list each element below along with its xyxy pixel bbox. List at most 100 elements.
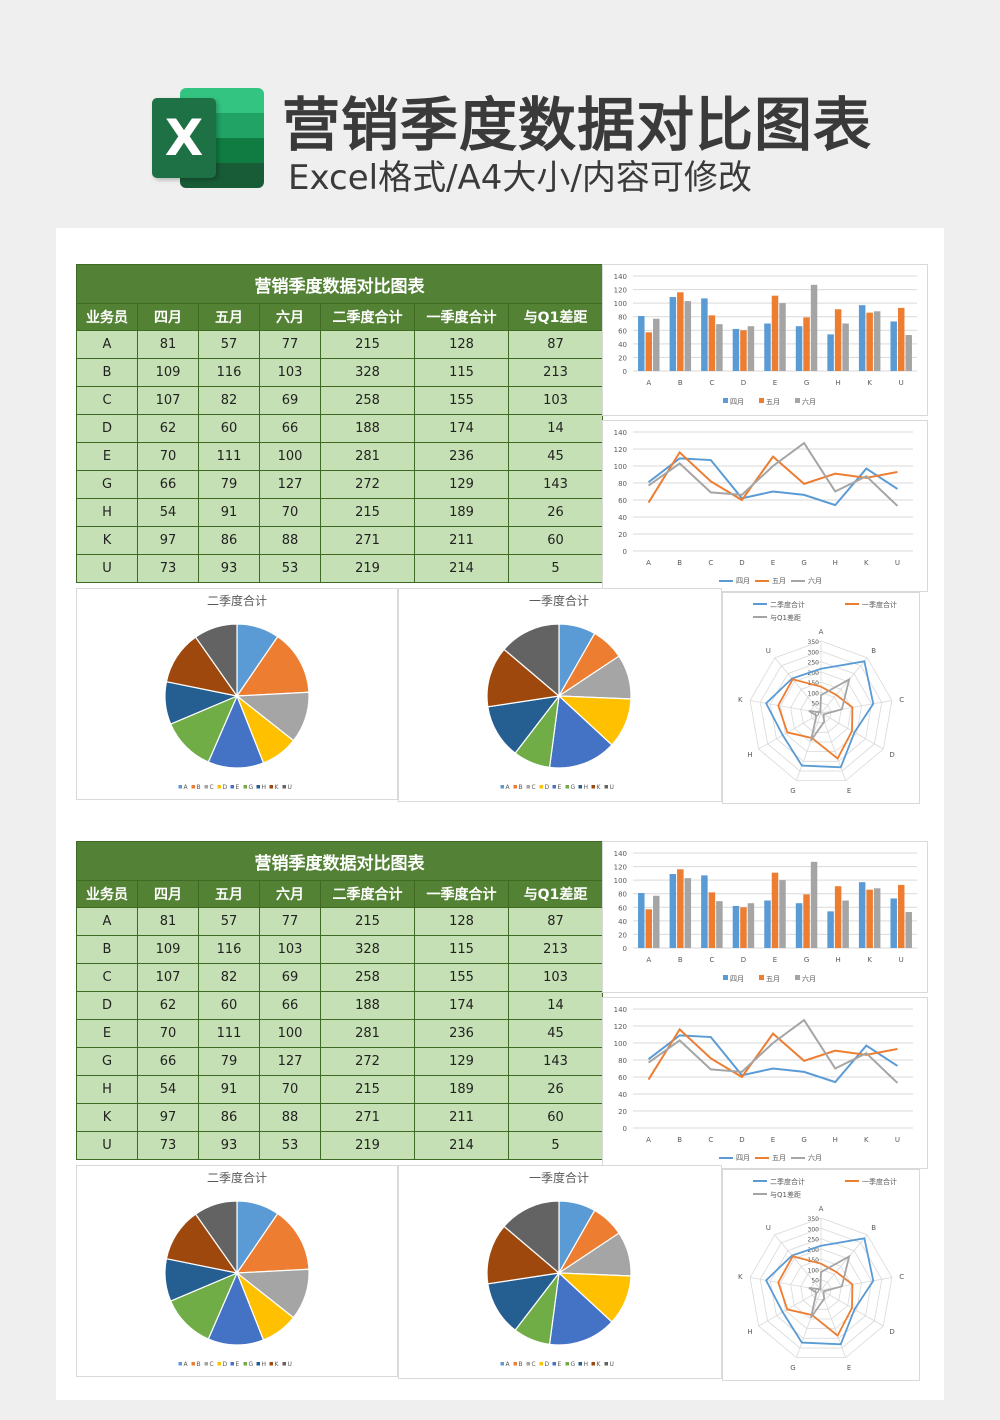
value-cell: 81: [137, 907, 199, 936]
value-cell: 45: [507, 1019, 604, 1048]
x-tick-label: B: [677, 559, 682, 567]
value-cell: 129: [414, 1047, 509, 1076]
y-tick-label: 20: [618, 354, 627, 362]
bar: [708, 315, 716, 371]
y-tick-label: 140: [614, 1006, 627, 1014]
y-tick-label: 20: [618, 1108, 627, 1116]
legend-swatch: [591, 785, 595, 789]
pie-slice: [548, 694, 613, 769]
legend-swatch: [204, 1362, 208, 1366]
page-title: 营销季度数据对比图表: [282, 91, 873, 159]
excel-logo-icon: X: [152, 88, 264, 188]
value-cell: 328: [320, 935, 415, 964]
value-cell: 73: [137, 554, 199, 583]
header: X 营销季度数据对比图表 Excel格式/A4大小/内容可修改: [0, 0, 1000, 225]
bar-chart: 0 20 40 60 80 100 120 140 A B C D E G H K U 四月 五月 六月: [614, 273, 917, 406]
y-tick-label: 120: [614, 287, 627, 295]
column-header: 一季度合计: [414, 303, 509, 331]
bar: [716, 901, 723, 948]
legend-swatch: [526, 1362, 530, 1366]
series-line: [647, 1027, 898, 1081]
value-cell: 103: [259, 358, 321, 387]
radar-grid: [780, 671, 862, 753]
x-tick-label: U: [899, 379, 904, 387]
radar-grid: [810, 702, 832, 724]
legend-label: A: [506, 1361, 511, 1368]
bar: [677, 292, 684, 371]
value-cell: 97: [137, 1103, 199, 1132]
legend-label: E: [558, 784, 562, 791]
salesperson-cell: B: [76, 358, 138, 387]
dashboard-block: 营销季度数据对比图表 业务员 四月 五月 六月 二季度合计 一季度合计 与Q1差…: [75, 841, 928, 1381]
legend-swatch: [217, 785, 221, 789]
radar-spoke: [774, 657, 822, 714]
value-cell: 86: [198, 1103, 260, 1132]
y-tick-label: 100: [614, 1040, 627, 1048]
table-row: U 73 93 53 219 214 5: [76, 1131, 604, 1160]
legend-label: H: [584, 1361, 589, 1368]
bar: [677, 869, 684, 948]
radar-spoke: [774, 1234, 822, 1291]
value-cell: 66: [137, 1047, 199, 1076]
r-tick-label: 0: [815, 711, 819, 718]
value-cell: 174: [414, 414, 509, 443]
value-cell: 128: [414, 907, 509, 936]
table-row: H 54 91 70 215 189 26: [76, 498, 604, 527]
value-cell: 258: [320, 963, 415, 992]
legend-swatch: [604, 1362, 608, 1366]
radar-spoke: [795, 712, 822, 781]
legend-swatch: [230, 1362, 234, 1366]
x-tick-label: H: [835, 956, 840, 964]
r-tick-label: 100: [808, 690, 820, 697]
sales-table: 营销季度数据对比图表 业务员 四月 五月 六月 二季度合计 一季度合计 与Q1差…: [75, 841, 604, 1160]
y-tick-label: 0: [623, 1125, 627, 1133]
x-tick-label: B: [678, 956, 683, 964]
bar: [701, 298, 708, 371]
category-label: C: [899, 696, 904, 704]
legend-label: C: [532, 784, 536, 791]
value-cell: 66: [259, 414, 321, 443]
bar: [771, 295, 779, 371]
legend-label: 五月: [772, 577, 786, 585]
line-chart: 0 20 40 60 80 100 120 140 A B C D E G H K U 四月 五月 六月: [614, 429, 913, 585]
value-cell: 116: [198, 358, 260, 387]
column-header: 与Q1差距: [507, 880, 604, 908]
value-cell: 14: [507, 414, 604, 443]
x-tick-label: E: [771, 559, 775, 567]
y-tick-label: 100: [614, 463, 627, 471]
table-row: B 109 116 103 328 115 213: [76, 358, 604, 387]
category-label: D: [889, 751, 894, 759]
bar: [771, 872, 779, 948]
r-tick-label: 300: [808, 649, 820, 656]
page-subtitle: Excel格式/A4大小/内容可修改: [288, 158, 752, 198]
x-tick-label: D: [741, 956, 746, 964]
y-tick-label: 40: [618, 514, 627, 522]
value-cell: 62: [137, 991, 199, 1020]
legend-label: C: [210, 784, 214, 791]
legend-swatch: [552, 1362, 556, 1366]
value-cell: 97: [137, 526, 199, 555]
salesperson-cell: A: [76, 330, 138, 359]
pie-chart-q2: 二季度合计 A B C D E G H K U: [164, 593, 310, 791]
value-cell: 143: [507, 470, 604, 499]
r-tick-label: 250: [808, 660, 820, 667]
legend-label: G: [571, 784, 576, 791]
category-label: G: [790, 787, 795, 795]
legend-label: B: [519, 784, 523, 791]
legend-swatch: [604, 785, 608, 789]
legend-swatch: [191, 785, 195, 789]
series-line: [647, 441, 899, 507]
radar-spoke: [820, 712, 847, 781]
table-row: D 62 60 66 188 174 14: [76, 414, 604, 443]
value-cell: 82: [198, 386, 260, 415]
column-header: 五月: [198, 303, 260, 331]
y-tick-label: 20: [618, 531, 627, 539]
excel-logo-letter: X: [152, 98, 216, 178]
radar-spoke: [758, 712, 822, 750]
legend-label: 六月: [802, 397, 816, 406]
bar: [638, 893, 645, 948]
value-cell: 54: [137, 1075, 199, 1104]
legend-label: 一季度合计: [862, 600, 897, 609]
legend-label: D: [545, 784, 550, 791]
bar: [810, 861, 818, 948]
